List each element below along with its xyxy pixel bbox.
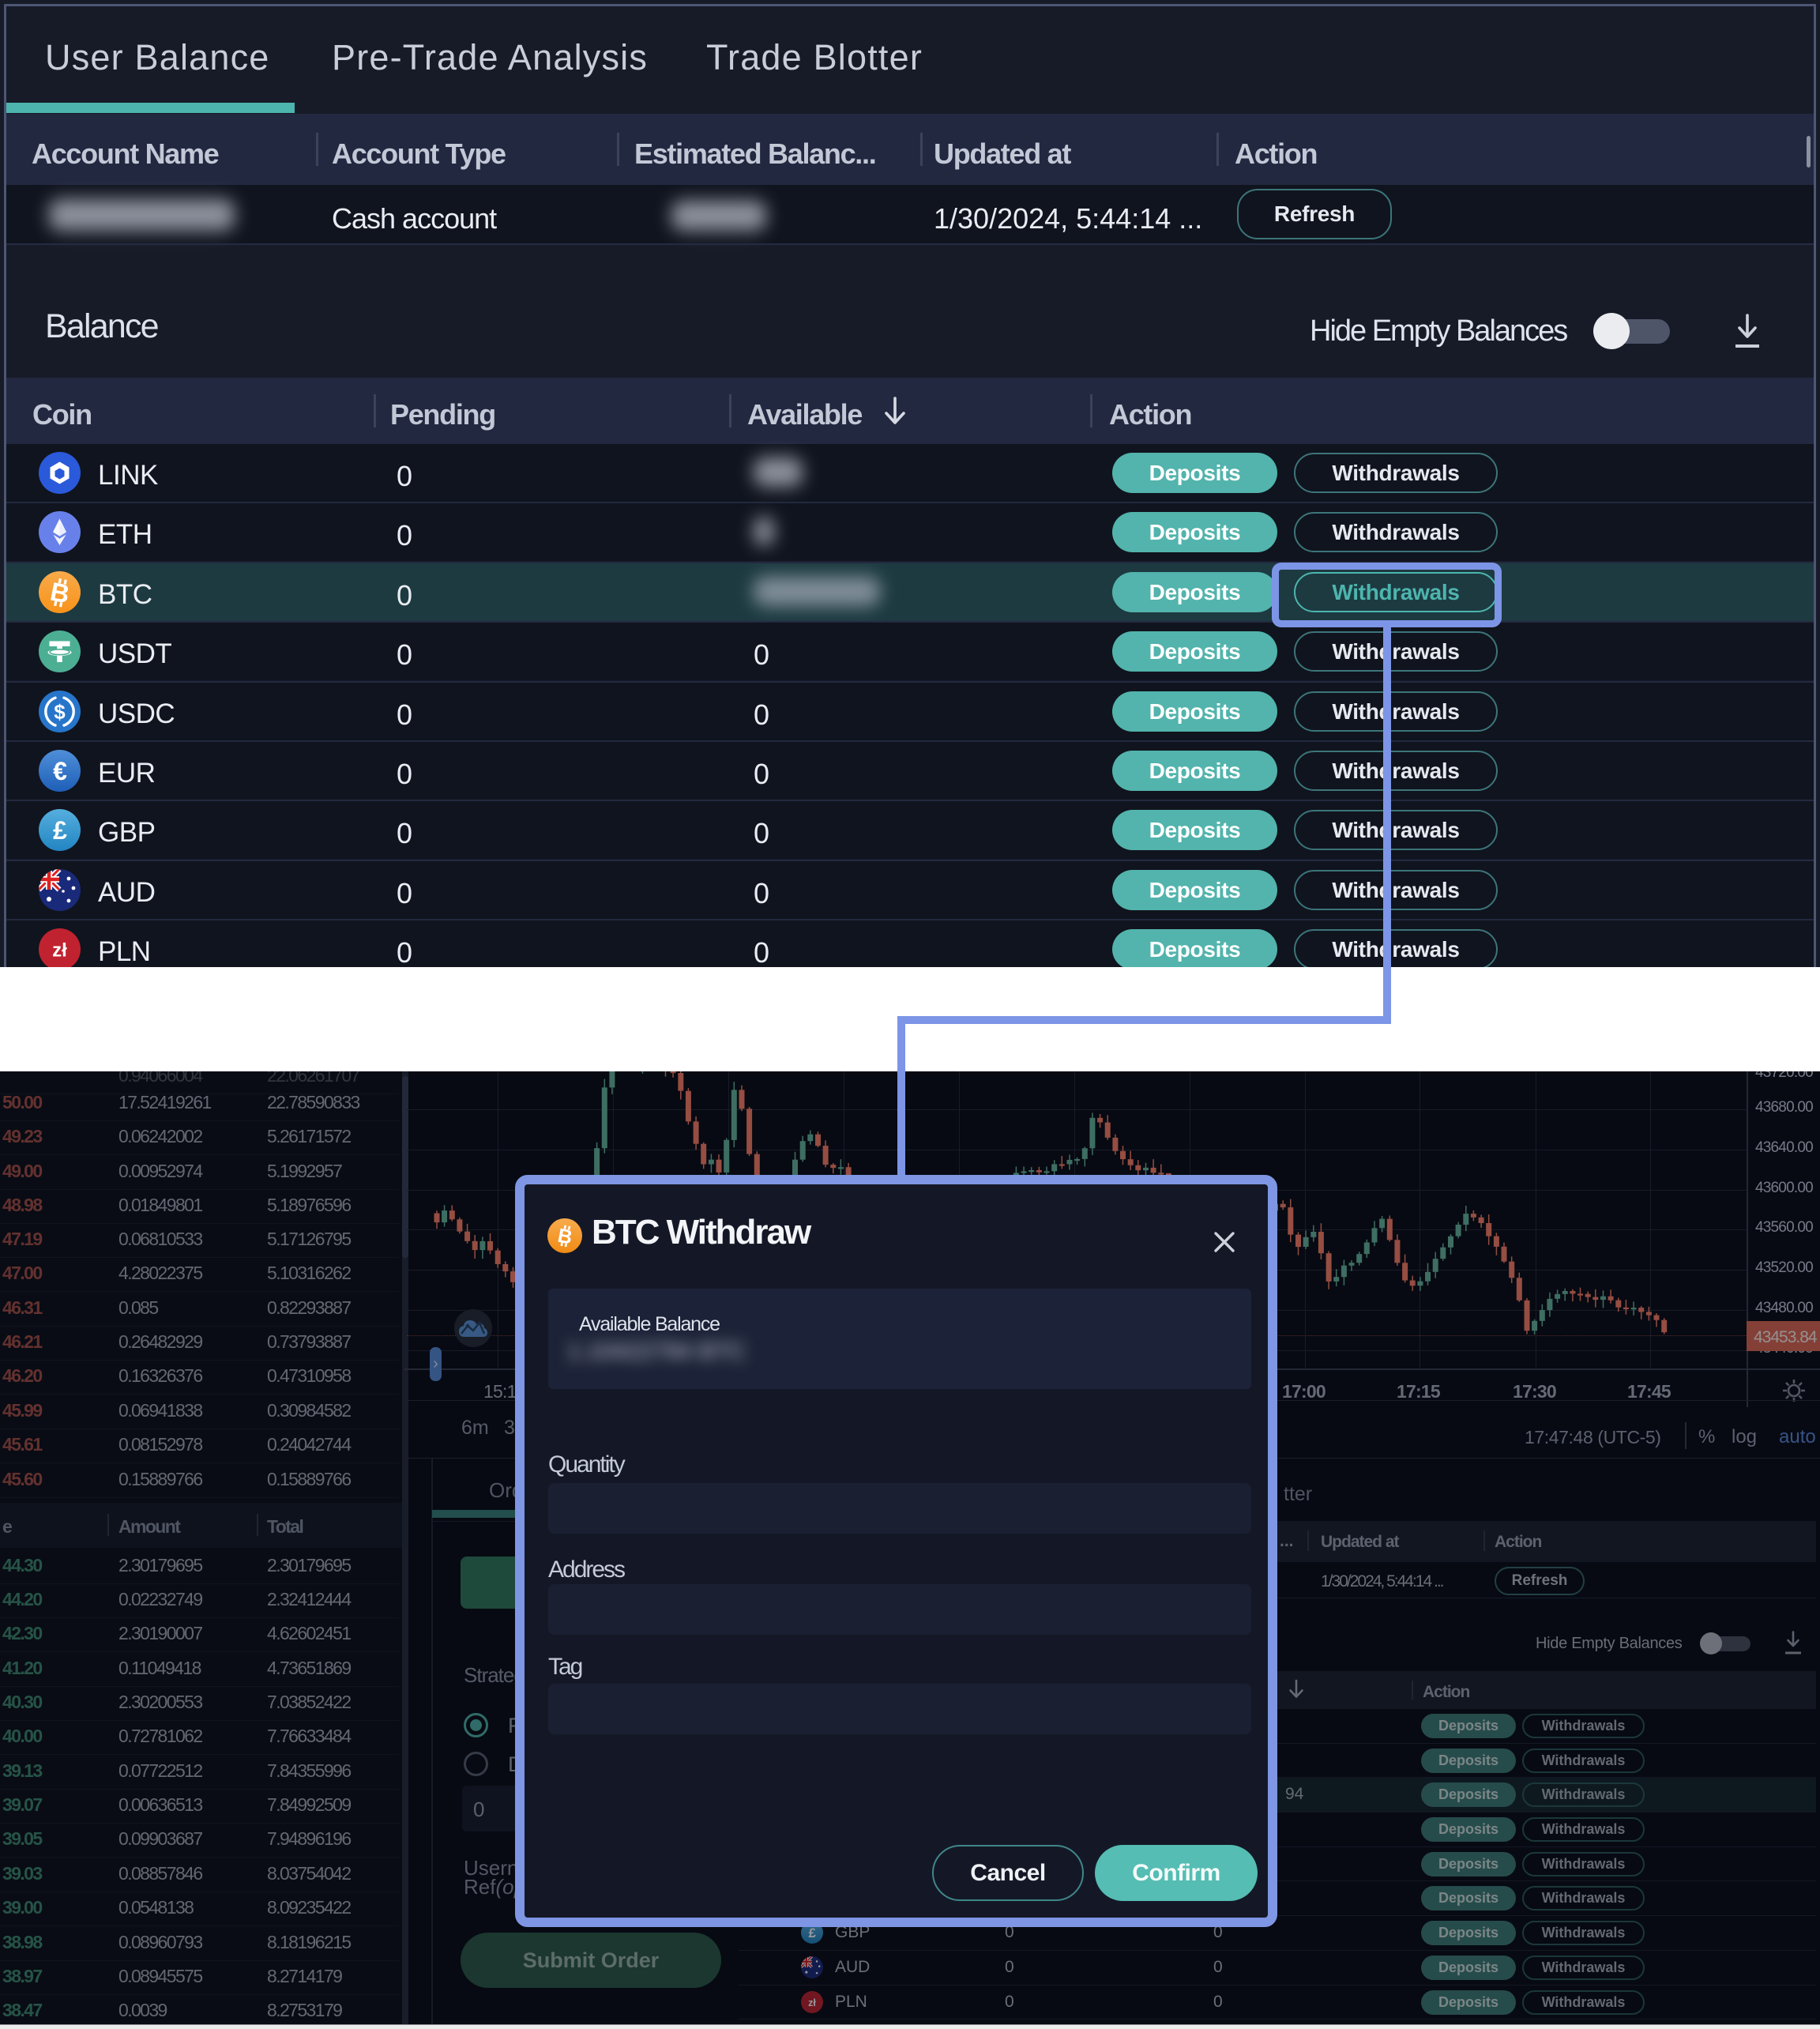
svg-text:£: £ xyxy=(53,816,67,845)
svg-text:zł: zł xyxy=(808,1997,816,2008)
svg-text:zł: zł xyxy=(52,940,67,962)
svg-text:B: B xyxy=(556,1225,574,1249)
svg-text:£: £ xyxy=(809,1925,817,1941)
svg-text:€: € xyxy=(53,757,67,785)
svg-text:$: $ xyxy=(54,700,66,724)
